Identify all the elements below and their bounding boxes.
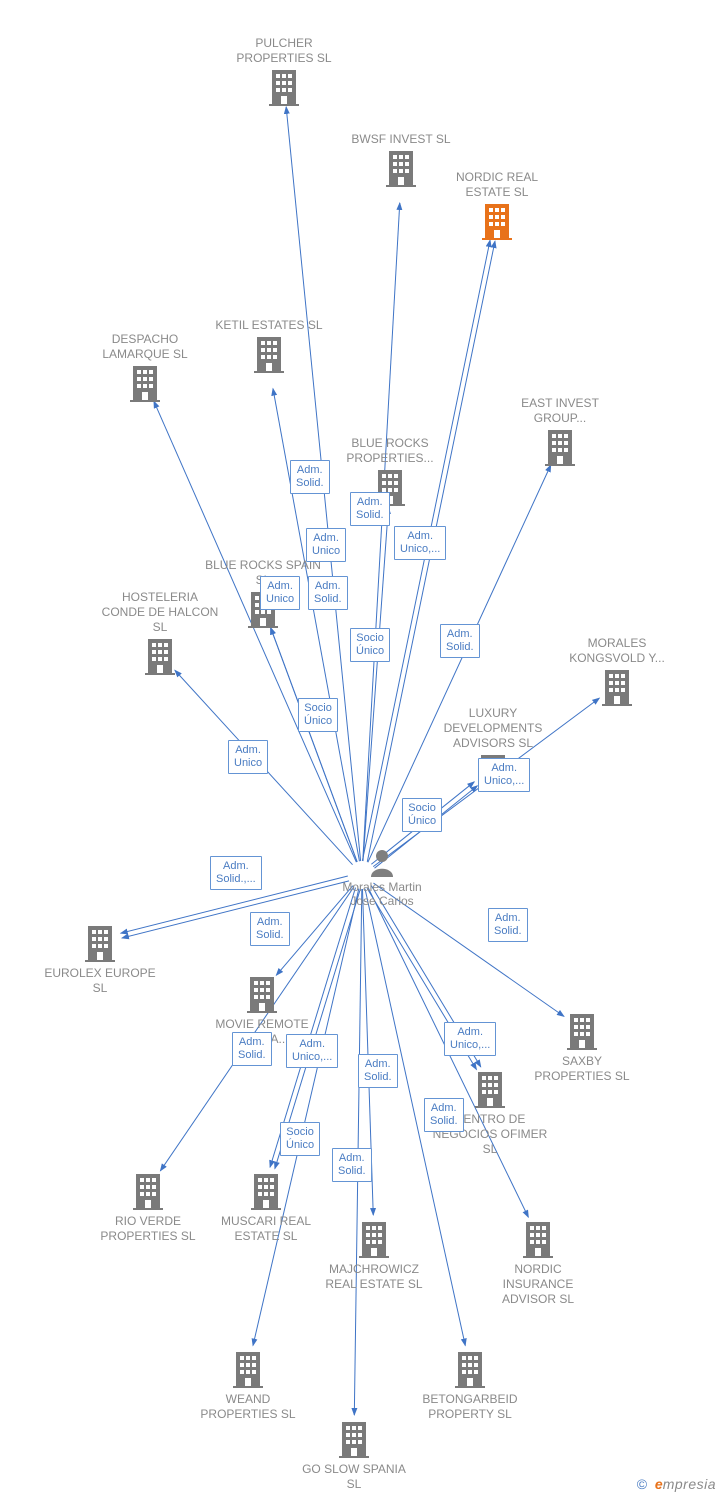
- company-label: NORDIC INSURANCE ADVISOR SL: [478, 1262, 598, 1307]
- company-label: BETONGARBEID PROPERTY SL: [410, 1392, 530, 1422]
- edge-role-label: Adm. Unico,...: [394, 526, 446, 560]
- edge-role-label: Adm. Unico: [228, 740, 268, 774]
- brand-e: e: [655, 1476, 663, 1492]
- company-label: DESPACHO LAMARQUE SL: [85, 332, 205, 362]
- company-node[interactable]: EAST INVEST GROUP...: [500, 396, 620, 470]
- edge-role-label: Adm. Solid.: [440, 624, 480, 658]
- edge-role-label: Adm. Solid.: [358, 1054, 398, 1088]
- edge-role-label: Adm. Solid.: [308, 576, 348, 610]
- company-label: HOSTELERIA CONDE DE HALCON SL: [100, 590, 220, 635]
- edge-role-label: Socio Único: [280, 1122, 320, 1156]
- company-label: MUSCARI REAL ESTATE SL: [206, 1214, 326, 1244]
- edge-role-label: Adm. Solid.: [232, 1032, 272, 1066]
- company-node[interactable]: MAJCHROWICZ REAL ESTATE SL: [314, 1218, 434, 1292]
- center-person-node[interactable]: Morales Martin Jose Carlos: [332, 847, 432, 908]
- edge-role-label: Adm. Unico: [306, 528, 346, 562]
- edge-role-label: Socio Único: [298, 698, 338, 732]
- company-node[interactable]: DESPACHO LAMARQUE SL: [85, 332, 205, 406]
- company-node[interactable]: RIO VERDE PROPERTIES SL: [88, 1170, 208, 1244]
- company-label: PULCHER PROPERTIES SL: [224, 36, 344, 66]
- edge-role-label: Adm. Solid.: [290, 460, 330, 494]
- edge-role-label: Adm. Solid.: [488, 908, 528, 942]
- company-node[interactable]: NORDIC REAL ESTATE SL: [437, 170, 557, 244]
- company-label: LUXURY DEVELOPMENTS ADVISORS SL: [433, 706, 553, 751]
- edge-role-label: Socio Único: [350, 628, 390, 662]
- company-label: GO SLOW SPANIA SL: [294, 1462, 414, 1492]
- company-label: EAST INVEST GROUP...: [500, 396, 620, 426]
- center-person-label: Morales Martin Jose Carlos: [332, 880, 432, 908]
- company-node[interactable]: PULCHER PROPERTIES SL: [224, 36, 344, 110]
- company-node[interactable]: BLUE ROCKS PROPERTIES...: [330, 436, 450, 510]
- company-label: KETIL ESTATES SL: [209, 318, 329, 333]
- company-node[interactable]: NORDIC INSURANCE ADVISOR SL: [478, 1218, 598, 1307]
- edge-role-label: Adm. Unico,...: [478, 758, 530, 792]
- edge-role-label: Adm. Solid.,...: [210, 856, 262, 890]
- company-node[interactable]: EUROLEX EUROPE SL: [40, 922, 160, 996]
- company-label: MAJCHROWICZ REAL ESTATE SL: [314, 1262, 434, 1292]
- company-node[interactable]: WEAND PROPERTIES SL: [188, 1348, 308, 1422]
- company-label: WEAND PROPERTIES SL: [188, 1392, 308, 1422]
- company-node[interactable]: GO SLOW SPANIA SL: [294, 1418, 414, 1492]
- brand-rest: mpresia: [663, 1476, 716, 1492]
- edge-role-label: Socio Único: [402, 798, 442, 832]
- company-node[interactable]: KETIL ESTATES SL: [209, 318, 329, 377]
- copyright-symbol: ©: [637, 1476, 647, 1492]
- company-label: EUROLEX EUROPE SL: [40, 966, 160, 996]
- company-label: NORDIC REAL ESTATE SL: [437, 170, 557, 200]
- company-label: BLUE ROCKS PROPERTIES...: [330, 436, 450, 466]
- person-icon: [368, 847, 396, 877]
- edge-role-label: Adm. Unico: [260, 576, 300, 610]
- company-label: BWSF INVEST SL: [341, 132, 461, 147]
- edge-role-label: Adm. Solid.: [250, 912, 290, 946]
- company-node[interactable]: HOSTELERIA CONDE DE HALCON SL: [100, 590, 220, 679]
- edge-role-label: Adm. Solid.: [332, 1148, 372, 1182]
- company-label: MORALES KONGSVOLD Y...: [557, 636, 677, 666]
- footer-branding: © empresia: [637, 1476, 716, 1492]
- company-node[interactable]: MUSCARI REAL ESTATE SL: [206, 1170, 326, 1244]
- edge-role-label: Adm. Solid.: [424, 1098, 464, 1132]
- edge-role-label: Adm. Unico,...: [286, 1034, 338, 1068]
- edge-role-label: Adm. Solid.: [350, 492, 390, 526]
- company-node[interactable]: MORALES KONGSVOLD Y...: [557, 636, 677, 710]
- company-label: RIO VERDE PROPERTIES SL: [88, 1214, 208, 1244]
- edge-role-label: Adm. Unico,...: [444, 1022, 496, 1056]
- company-node[interactable]: BETONGARBEID PROPERTY SL: [410, 1348, 530, 1422]
